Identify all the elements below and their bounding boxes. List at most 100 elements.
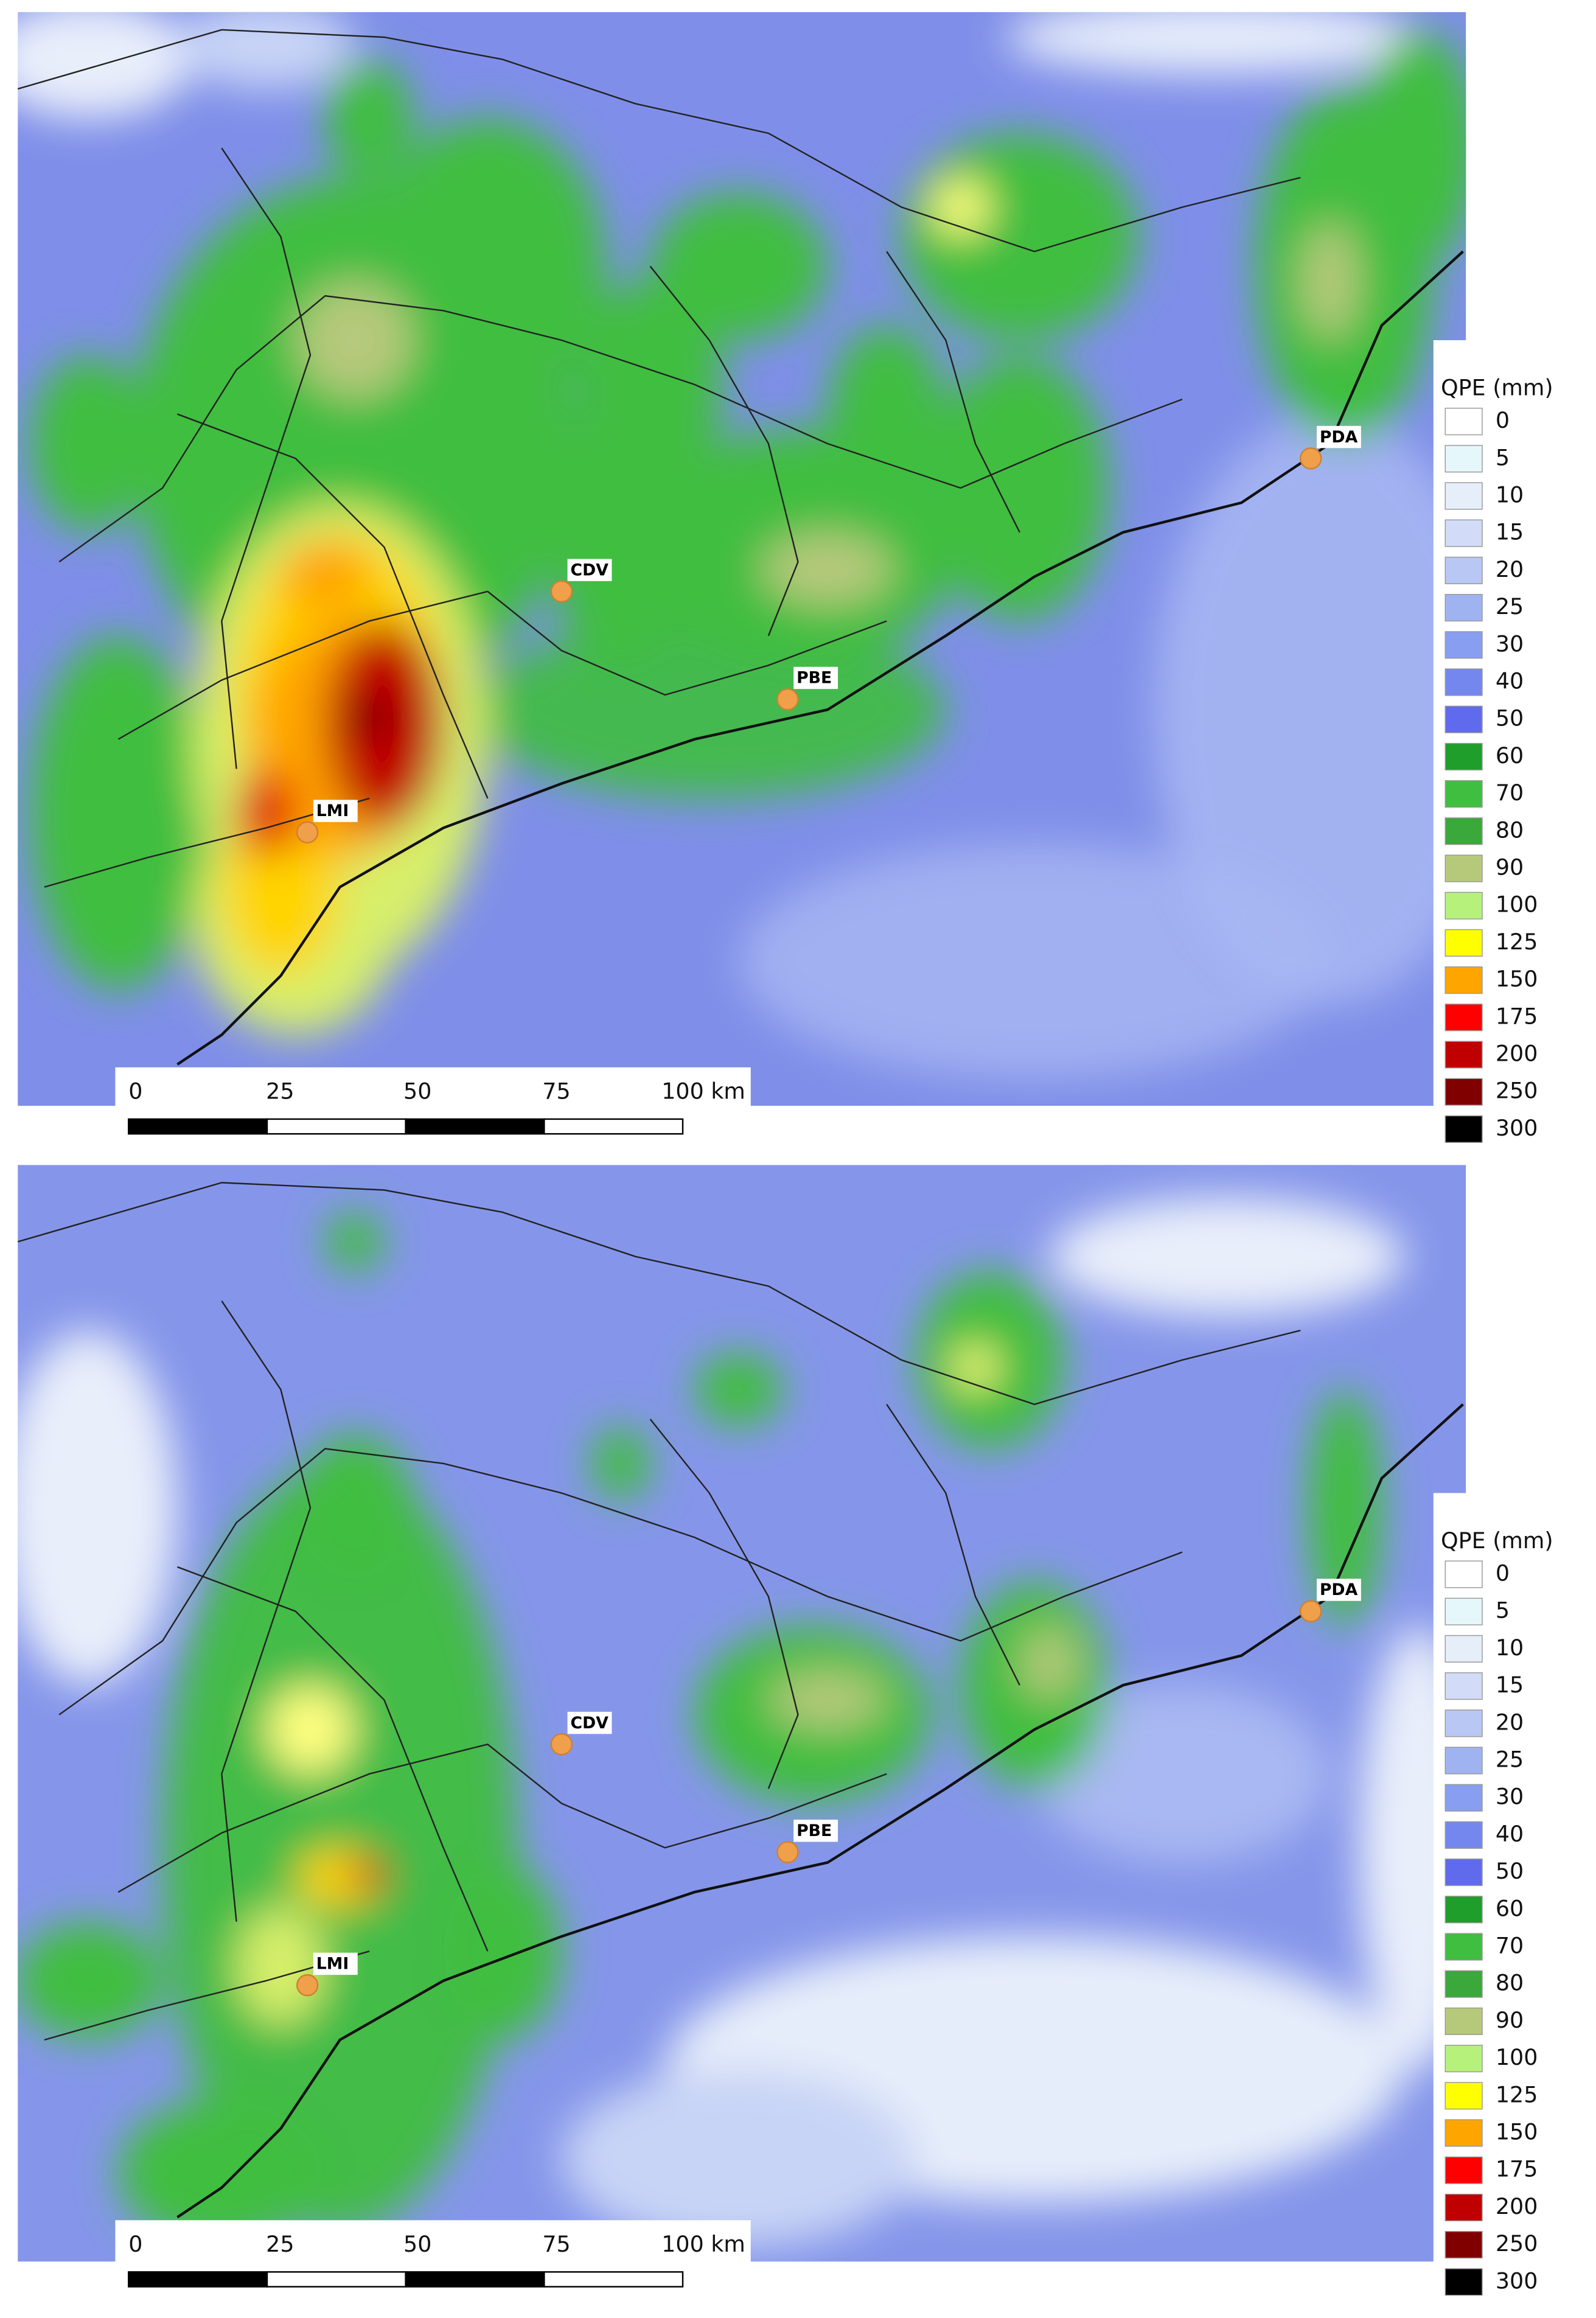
legend-swatch xyxy=(1444,1896,1483,1924)
station-label: PDA xyxy=(1320,1580,1358,1599)
legend-swatch xyxy=(1444,2231,1483,2259)
station-label-bg xyxy=(313,800,358,822)
legend-swatch xyxy=(1444,966,1483,994)
legend-label: 10 xyxy=(1496,1635,1524,1661)
station-label: PBE xyxy=(796,669,832,688)
legend-label: 200 xyxy=(1496,1041,1538,1067)
precipitation-area xyxy=(768,1670,887,1730)
scale-bar-segment xyxy=(405,1118,545,1135)
precipitation-area xyxy=(18,1330,178,1686)
legend-label: 90 xyxy=(1496,854,1524,881)
legend-label: 150 xyxy=(1496,2119,1538,2145)
precipitation-area xyxy=(473,621,946,798)
precipitation-area xyxy=(546,399,695,666)
scale-bar-segment xyxy=(543,2271,684,2288)
precipitation-area xyxy=(1300,222,1360,340)
precipitation-area xyxy=(761,532,894,607)
legend-swatch xyxy=(1444,780,1483,808)
legend-swatch xyxy=(1444,1597,1483,1625)
station-marker xyxy=(776,688,799,711)
station-label: CDV xyxy=(570,560,608,579)
legend-swatch xyxy=(1444,1970,1483,1998)
legend-swatch xyxy=(1444,1933,1483,1961)
legend-swatch xyxy=(1444,631,1483,659)
legend-label: 40 xyxy=(1496,668,1524,694)
precipitation-area xyxy=(953,1345,998,1390)
precipitation-map xyxy=(18,12,1466,1106)
region-border xyxy=(117,590,887,740)
station-label-bg xyxy=(567,559,612,581)
legend-label: 25 xyxy=(1496,593,1524,620)
station-label-bg xyxy=(793,666,838,689)
precipitation-map xyxy=(18,1165,1466,2262)
map-panel: LMI CDV PBE PDA QPE (mm) 0 5 10 15 20 25 30 40 50 60 70… xyxy=(18,1165,1553,2306)
precipitation-area xyxy=(443,1862,562,2040)
precipitation-area xyxy=(325,59,414,178)
precipitation-area xyxy=(29,355,148,532)
coastline xyxy=(176,1403,1464,2219)
legend-label: 15 xyxy=(1496,1672,1524,1698)
legend-swatch xyxy=(1444,1821,1483,1849)
legend-swatch xyxy=(1444,2119,1483,2147)
station-label-bg xyxy=(567,1711,612,1734)
legend-swatch xyxy=(1444,2045,1483,2073)
scale-bar-label: 50 xyxy=(403,2231,431,2257)
precipitation-area xyxy=(18,12,192,119)
station-marker xyxy=(776,1841,799,1863)
legend-label: 150 xyxy=(1496,966,1538,992)
scale-bar-label: 75 xyxy=(542,2231,570,2257)
map-panel: LMI CDV PBE PDA QPE (mm) 0 5 10 15 20 25 30 40 50 60 70… xyxy=(18,12,1553,1153)
scale-bar-segment xyxy=(266,2271,406,2288)
legend-swatch xyxy=(1444,705,1483,733)
precipitation-area xyxy=(346,699,394,735)
legend-label: 300 xyxy=(1496,2267,1538,2294)
legend-swatch xyxy=(1444,1115,1483,1143)
legend-swatch xyxy=(1444,2082,1483,2110)
legend-swatch xyxy=(1444,1747,1483,1775)
precipitation-area xyxy=(177,12,355,89)
legend-swatch xyxy=(1444,1709,1483,1737)
precipitation-area xyxy=(349,1858,391,1891)
precipitation-area xyxy=(1019,1625,1079,1700)
scale-bar-segment xyxy=(266,1118,406,1135)
station-label: PBE xyxy=(796,1821,832,1840)
legend-swatch xyxy=(1444,668,1483,696)
station-label: LMI xyxy=(316,801,349,820)
legend-label: 20 xyxy=(1496,556,1524,582)
precipitation-area xyxy=(931,355,1109,621)
legend-swatch xyxy=(1444,929,1483,957)
legend-swatch xyxy=(1444,1635,1483,1663)
legend-label: 100 xyxy=(1496,2044,1538,2070)
precipitation-area xyxy=(369,118,606,414)
legend-label: 175 xyxy=(1496,2156,1538,2182)
legend-label: 50 xyxy=(1496,705,1524,731)
legend-label: 80 xyxy=(1496,1970,1524,1996)
station-label-bg xyxy=(1316,425,1361,449)
scale-bar-label: 25 xyxy=(266,2231,294,2257)
legend-swatch xyxy=(1444,594,1483,622)
precipitation-area xyxy=(739,842,1330,1080)
legend-label: 70 xyxy=(1496,780,1524,806)
scale-bar-label: 75 xyxy=(542,1078,570,1105)
legend-label: 5 xyxy=(1496,1597,1510,1624)
scale-bar-label: 0 xyxy=(128,1078,142,1105)
region-border xyxy=(886,251,1020,533)
legend-swatch xyxy=(1444,2156,1483,2184)
station-label-bg xyxy=(1316,1579,1361,1601)
station-marker xyxy=(550,1733,573,1756)
station-label-bg xyxy=(793,1820,838,1842)
legend-title: QPE (mm) xyxy=(1441,375,1553,401)
legend-swatch xyxy=(1444,1041,1483,1069)
legend-label: 0 xyxy=(1496,1560,1510,1586)
region-border xyxy=(649,265,799,637)
region-border xyxy=(886,1403,1020,1686)
scale-bar-segment xyxy=(405,2271,545,2288)
coastline xyxy=(176,250,1464,1066)
station-marker xyxy=(296,821,319,843)
legend-label: 250 xyxy=(1496,1078,1538,1104)
legend-swatch xyxy=(1444,1560,1483,1588)
precipitation-area xyxy=(325,1212,385,1272)
station-label-bg xyxy=(313,1952,358,1975)
station-label: LMI xyxy=(316,1955,349,1974)
region-border xyxy=(221,1300,312,1922)
